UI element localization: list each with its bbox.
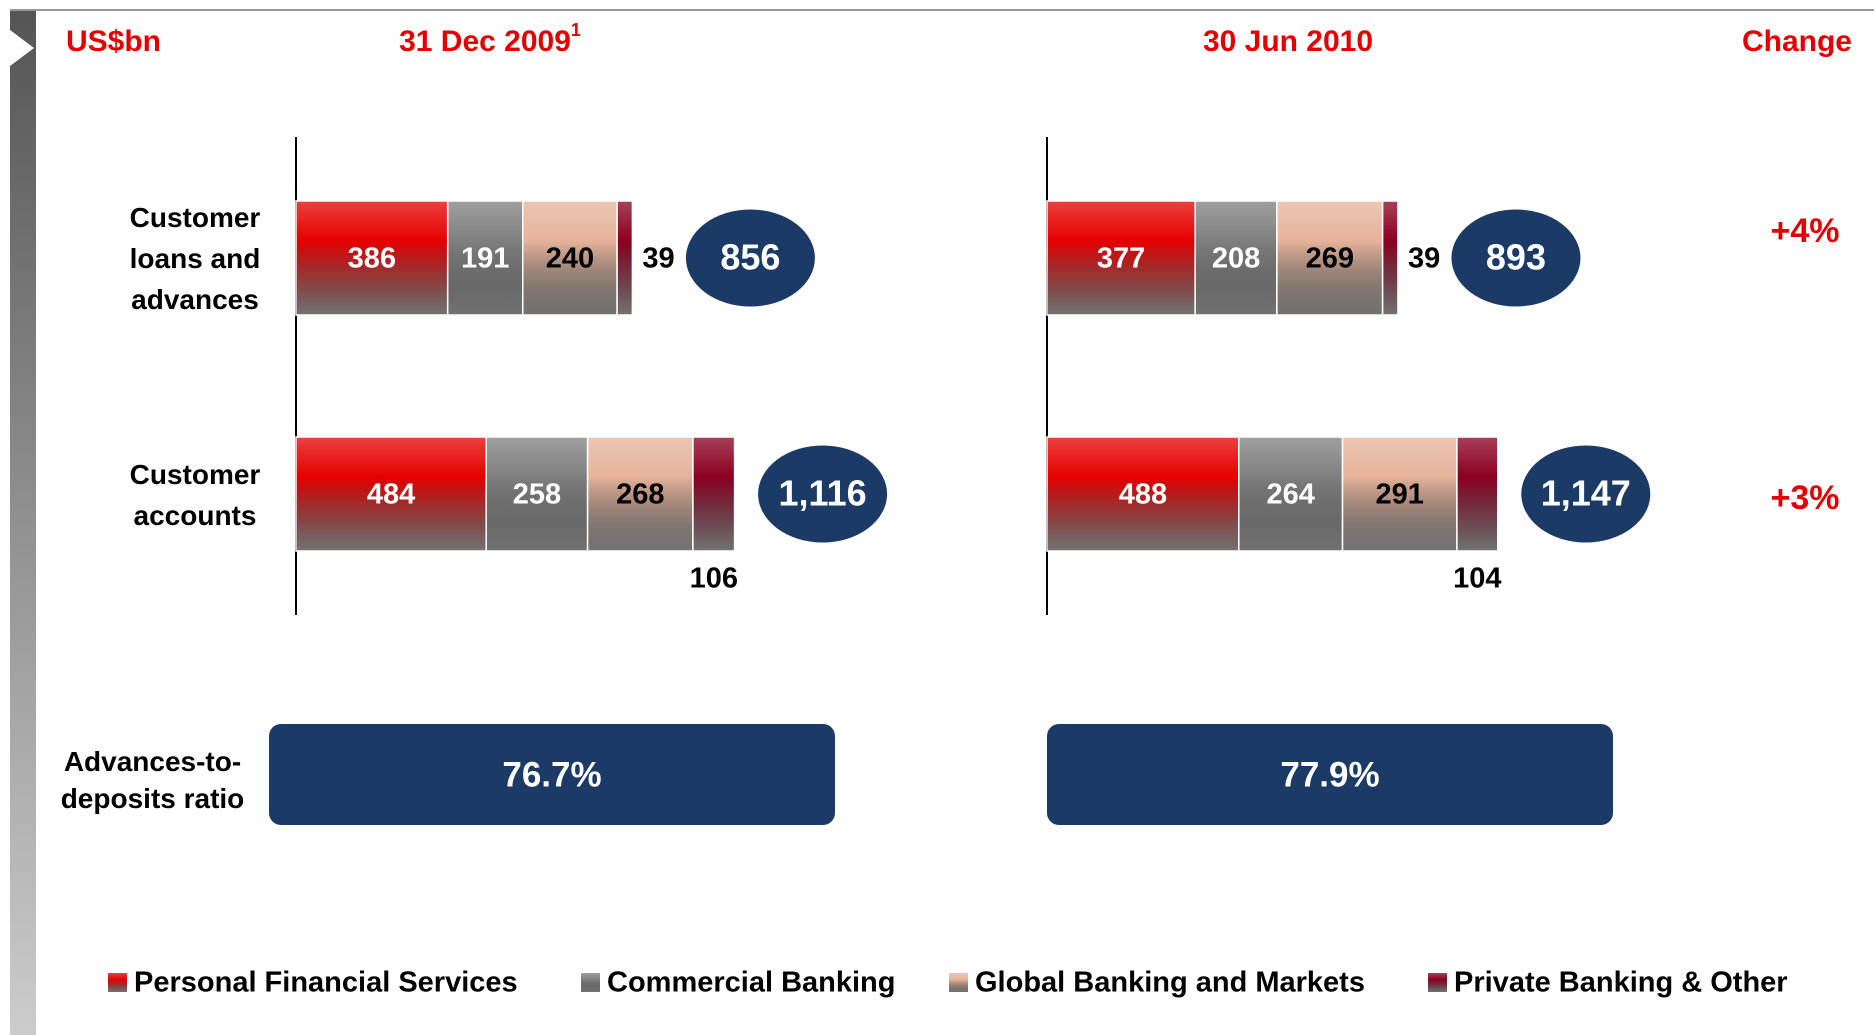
change-title: Change	[1742, 25, 1852, 58]
bar-label: 291	[1376, 479, 1424, 511]
total-label: 856	[720, 237, 780, 278]
footnote-mark: 1	[571, 20, 581, 40]
ratio-box	[269, 724, 835, 825]
category-label: Customer loans and advances	[129, 202, 261, 315]
legend-label: Personal Financial Services	[134, 967, 518, 999]
legend-swatch	[108, 973, 127, 992]
total-bubble	[1520, 444, 1652, 544]
ratio-label: 76.7%	[502, 755, 601, 794]
bar-label: 39	[642, 243, 674, 275]
legend-label: Global Banking and Markets	[975, 967, 1365, 999]
bar-label: 208	[1212, 243, 1260, 275]
bar-segment	[295, 436, 487, 552]
bar-label: 104	[1453, 563, 1501, 595]
bar-segment	[616, 200, 634, 316]
legend-swatch	[581, 973, 600, 992]
ratio-title: Advances-to-deposits ratio	[60, 746, 245, 814]
bar-label: 191	[461, 243, 509, 275]
bar-label: 264	[1266, 479, 1314, 511]
side-arrow	[10, 30, 34, 66]
bar-label: 386	[348, 243, 396, 275]
total-bubble	[684, 208, 816, 308]
bar-label: 258	[513, 479, 561, 511]
bar-label: 240	[546, 243, 594, 275]
unit-label: US$bn	[66, 25, 161, 58]
bar-segment	[586, 436, 694, 552]
change-label: +4%	[1771, 212, 1840, 250]
ratio-box	[1047, 724, 1613, 825]
bar-label: 484	[367, 479, 415, 511]
bar-label: 106	[690, 563, 738, 595]
bar-label: 488	[1119, 479, 1167, 511]
total-label: 1,116	[779, 473, 867, 514]
panel-title-text: 30 Jun 2010	[1203, 25, 1373, 58]
bar-segment	[1046, 200, 1196, 316]
side-bar	[10, 10, 36, 1035]
bar-segment	[1381, 200, 1399, 316]
panel-title: 31 Dec 20091	[399, 20, 581, 58]
total-bubble	[757, 444, 889, 544]
bar-label: 268	[616, 479, 664, 511]
bar-label: 377	[1097, 243, 1145, 275]
bar-segment	[446, 200, 524, 316]
bar-label: 39	[1408, 243, 1440, 275]
category-label: Customer accounts	[129, 459, 261, 531]
bar-segment	[1194, 200, 1278, 316]
ratio-label: 77.9%	[1280, 755, 1379, 794]
total-bubble	[1450, 208, 1582, 308]
change-label: +3%	[1771, 479, 1840, 517]
bar-segment	[1341, 436, 1458, 552]
bar-segment	[1046, 436, 1240, 552]
legend-swatch	[949, 973, 968, 992]
bar-segment	[692, 436, 736, 552]
legend-label: Private Banking & Other	[1454, 967, 1788, 999]
panel-title-text: 31 Dec 2009	[399, 25, 571, 58]
bar-segment	[295, 200, 449, 316]
total-label: 1,147	[1541, 473, 1631, 514]
legend-label: Commercial Banking	[607, 967, 895, 999]
bar-label: 269	[1306, 243, 1354, 275]
bar-segment	[1238, 436, 1344, 552]
bar-segment	[1276, 200, 1384, 316]
legend-swatch	[1428, 973, 1447, 992]
bar-segment	[1456, 436, 1499, 552]
total-label: 893	[1486, 237, 1546, 278]
panel-title: 30 Jun 2010	[1203, 25, 1373, 58]
